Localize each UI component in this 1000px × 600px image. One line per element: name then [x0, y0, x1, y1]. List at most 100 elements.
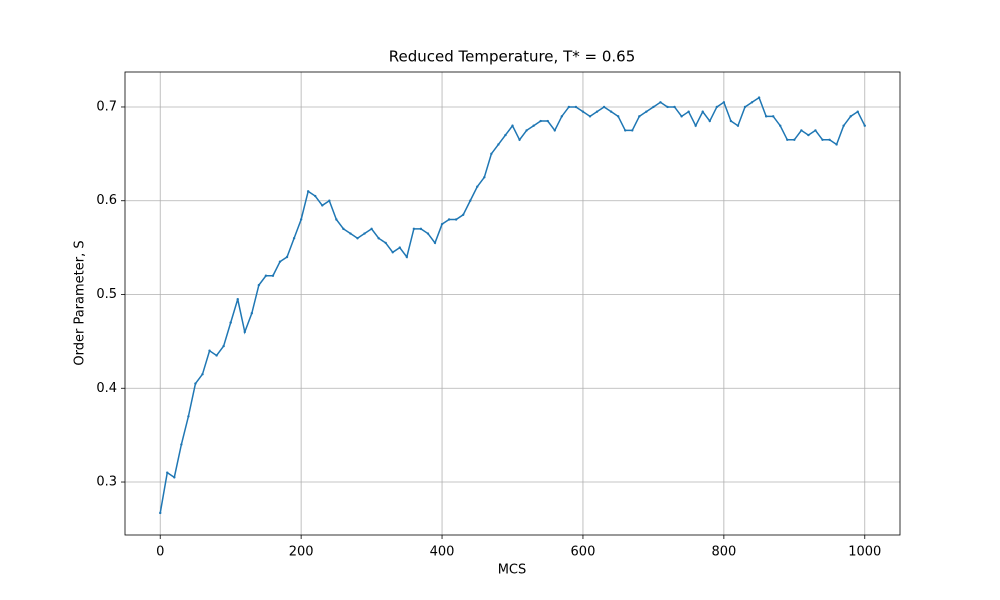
data-point — [588, 115, 592, 118]
data-point — [278, 260, 282, 263]
data-point — [314, 194, 317, 198]
data-point — [856, 110, 859, 113]
x-axis-label: MCS — [498, 563, 527, 578]
data-point — [194, 382, 197, 385]
data-point — [433, 241, 437, 245]
data-point — [638, 115, 641, 118]
data-point — [292, 237, 296, 240]
data-point — [771, 115, 775, 118]
data-point — [173, 476, 176, 479]
data-point — [440, 222, 444, 226]
y-tick-label: 0.7 — [96, 99, 117, 114]
data-point — [673, 105, 676, 109]
data-point — [356, 237, 359, 240]
data-point — [215, 354, 218, 357]
data-point — [299, 218, 303, 221]
x-tick-label: 200 — [289, 545, 314, 560]
data-point — [793, 138, 796, 141]
data-point — [208, 349, 211, 352]
data-point — [461, 213, 465, 217]
data-point — [560, 115, 564, 118]
data-point — [229, 321, 232, 324]
data-point — [398, 246, 401, 249]
data-point — [271, 274, 275, 277]
data-point — [483, 176, 486, 179]
data-point — [687, 110, 690, 113]
data-point — [609, 110, 613, 113]
data-point — [750, 101, 754, 104]
data-point — [384, 241, 387, 245]
data-point — [264, 274, 268, 277]
data-point — [616, 115, 620, 118]
data-point — [708, 119, 711, 123]
data-point — [532, 124, 535, 127]
data-point — [828, 138, 831, 141]
data-point — [349, 232, 352, 235]
data-point — [835, 143, 838, 146]
data-point — [821, 138, 824, 141]
data-point — [666, 105, 669, 109]
data-point — [736, 124, 740, 127]
data-point — [863, 124, 866, 127]
data-point — [426, 232, 430, 235]
data-point — [447, 218, 451, 221]
data-point — [419, 227, 423, 231]
data-point — [306, 190, 310, 193]
data-point — [391, 251, 394, 254]
y-tick-label: 0.5 — [96, 287, 117, 302]
data-point — [342, 227, 345, 231]
data-point — [497, 143, 500, 146]
data-point — [504, 133, 507, 137]
data-point — [469, 199, 472, 202]
data-point — [490, 152, 493, 156]
data-point — [842, 124, 845, 127]
data-point — [511, 124, 514, 127]
data-point — [680, 115, 683, 118]
data-point — [539, 119, 542, 123]
data-point — [581, 110, 585, 113]
data-point — [553, 129, 556, 132]
data-point — [236, 297, 239, 301]
data-point — [631, 129, 634, 132]
data-point — [814, 129, 817, 132]
y-tick-label: 0.4 — [96, 381, 117, 396]
data-point — [757, 96, 761, 99]
data-point — [694, 124, 697, 127]
data-point — [180, 443, 183, 446]
data-point — [807, 133, 810, 137]
data-point — [595, 110, 599, 113]
data-point — [370, 227, 373, 231]
data-point — [779, 124, 782, 127]
data-point — [602, 105, 606, 109]
y-tick-label: 0.3 — [96, 475, 117, 490]
y-tick-label: 0.6 — [96, 193, 117, 208]
x-tick-label: 600 — [571, 545, 596, 560]
x-tick-label: 400 — [430, 545, 455, 560]
data-point — [525, 129, 528, 132]
data-point — [201, 372, 204, 376]
data-point — [786, 138, 789, 141]
data-point — [335, 218, 338, 221]
data-point — [652, 105, 655, 109]
data-point — [454, 218, 458, 221]
x-tick-label: 1000 — [848, 545, 881, 560]
data-point — [250, 312, 254, 315]
data-point — [574, 105, 578, 109]
data-point — [222, 344, 225, 348]
data-point — [546, 119, 549, 123]
data-point — [722, 101, 726, 104]
chart-title: Reduced Temperature, T* = 0.65 — [389, 48, 636, 66]
data-point — [849, 115, 852, 118]
data-point — [659, 101, 662, 104]
plot-frame — [124, 71, 901, 536]
data-point — [159, 511, 162, 515]
data-point — [729, 119, 733, 123]
data-point — [405, 255, 409, 259]
data-point — [800, 129, 803, 132]
data-point — [166, 471, 169, 474]
data-point — [285, 255, 289, 259]
data-point — [567, 105, 571, 109]
data-point — [187, 415, 190, 418]
